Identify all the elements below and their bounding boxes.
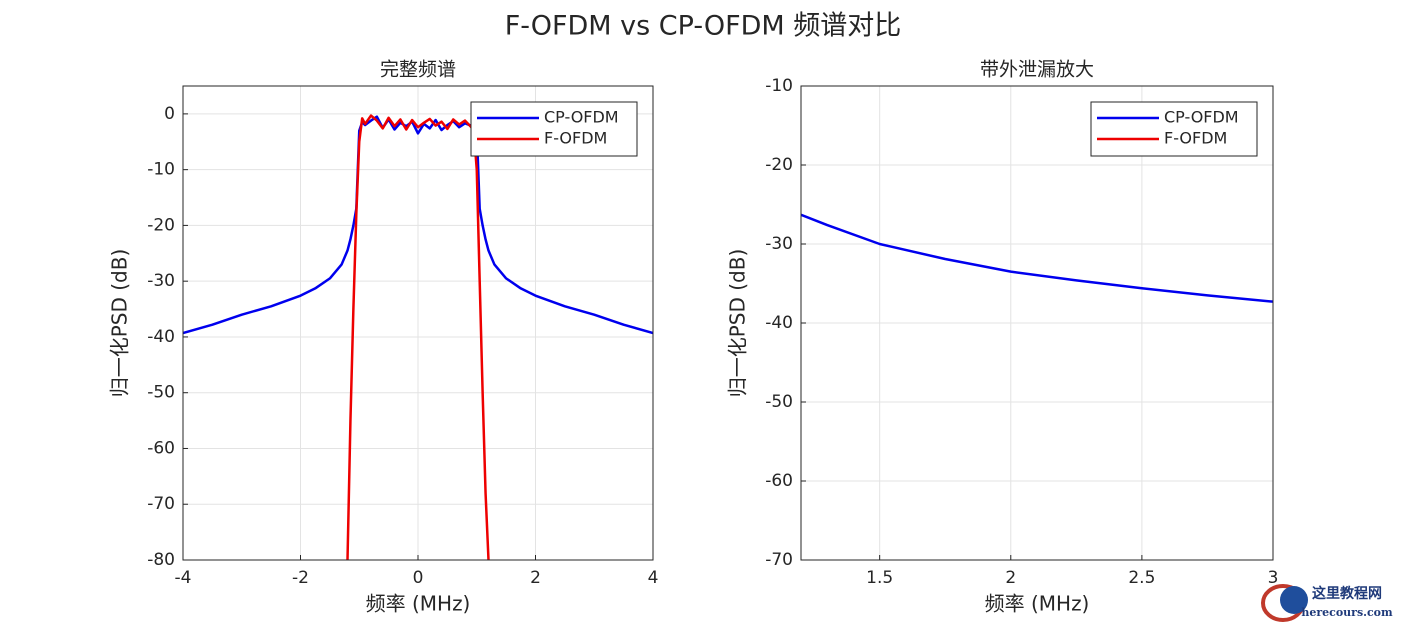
x-tick-label: 1.5 — [866, 568, 893, 588]
y-axis-label: 归一化PSD (dB) — [726, 249, 750, 398]
watermark: 这里教程网 herecours.com — [1261, 584, 1393, 622]
legend: CP-OFDM F-OFDM — [470, 101, 638, 157]
watermark-url: herecours.com — [1301, 606, 1393, 619]
x-tick-label: -2 — [292, 568, 309, 588]
y-tick-label: -70 — [765, 550, 793, 570]
axes-box — [800, 85, 1274, 561]
axes-title: 带外泄漏放大 — [980, 59, 1094, 81]
legend-label: CP-OFDM — [1164, 108, 1239, 127]
x-tick-label: 2.5 — [1128, 568, 1155, 588]
y-tick-label: -20 — [147, 215, 175, 235]
series-line — [801, 213, 1273, 303]
y-tick-label: -70 — [147, 494, 175, 514]
y-tick-label: -10 — [147, 160, 175, 180]
watermark-logo — [1280, 586, 1308, 614]
y-tick-label: -40 — [765, 313, 793, 333]
x-tick-label: -4 — [175, 568, 192, 588]
legend-label: F-OFDM — [544, 129, 607, 148]
axes-title: 完整频谱 — [380, 59, 456, 81]
y-tick-label: -50 — [765, 392, 793, 412]
y-tick-label: -30 — [147, 271, 175, 291]
axes-box — [182, 85, 654, 561]
y-tick-label: -50 — [147, 383, 175, 403]
x-tick-label: 0 — [413, 568, 424, 588]
legend-label: CP-OFDM — [544, 108, 619, 127]
y-tick-label: -80 — [147, 550, 175, 570]
legend-label: F-OFDM — [1164, 129, 1227, 148]
y-tick-label: 0 — [164, 104, 175, 124]
y-axis-label: 归一化PSD (dB) — [108, 249, 132, 398]
watermark-name: 这里教程网 — [1312, 585, 1382, 602]
y-tick-label: -20 — [765, 155, 793, 175]
y-tick-label: -10 — [765, 76, 793, 96]
x-tick-label: 4 — [648, 568, 659, 588]
x-tick-label: 2 — [530, 568, 541, 588]
legend-box — [470, 101, 638, 157]
series-line — [183, 115, 653, 335]
y-tick-label: -60 — [147, 438, 175, 458]
x-tick-label: 2 — [1005, 568, 1016, 588]
legend: CP-OFDM F-OFDM — [1090, 101, 1258, 157]
x-axis-label: 频率 (MHz) — [985, 592, 1090, 616]
y-tick-label: -40 — [147, 327, 175, 347]
y-tick-label: -30 — [765, 234, 793, 254]
legend-box — [1090, 101, 1258, 157]
x-axis-label: 频率 (MHz) — [366, 592, 471, 616]
figure-title: F-OFDM vs CP-OFDM 频谱对比 — [505, 11, 902, 42]
x-tick-label: 3 — [1268, 568, 1279, 588]
y-tick-label: -60 — [765, 471, 793, 491]
